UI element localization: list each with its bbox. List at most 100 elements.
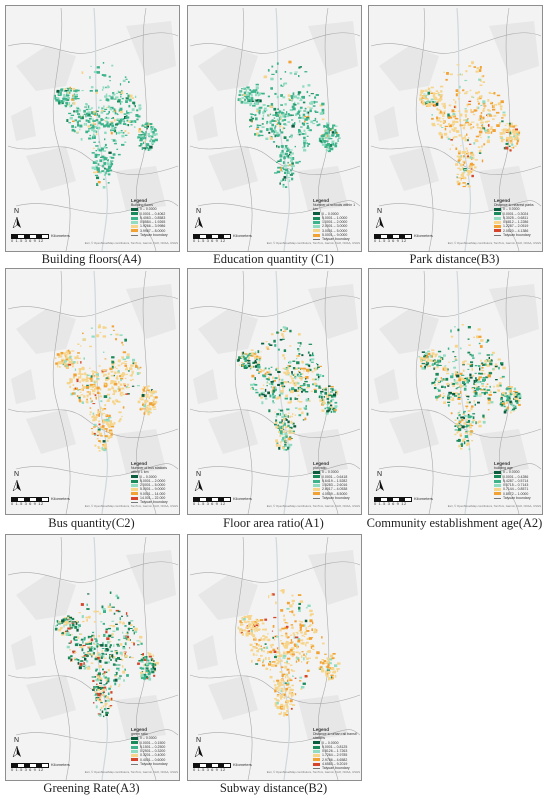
community-block xyxy=(301,651,304,653)
community-block xyxy=(283,693,286,696)
terrain-shade xyxy=(208,675,258,720)
community-block xyxy=(307,364,310,367)
community-block xyxy=(304,120,306,123)
community-block xyxy=(125,386,128,388)
community-block xyxy=(269,344,273,346)
community-block xyxy=(332,671,334,674)
community-block xyxy=(421,99,424,103)
community-block xyxy=(83,655,87,657)
community-block xyxy=(286,372,290,374)
community-block xyxy=(136,372,140,375)
legend-swatch xyxy=(494,212,501,216)
community-block xyxy=(66,92,68,95)
community-block xyxy=(315,94,319,96)
community-block xyxy=(82,385,86,389)
community-block xyxy=(326,657,328,660)
north-arrow-shape xyxy=(12,217,21,228)
community-block xyxy=(257,109,261,112)
community-block xyxy=(68,642,71,644)
community-block xyxy=(429,100,433,102)
community-block xyxy=(108,166,111,170)
community-block xyxy=(104,167,106,170)
community-block xyxy=(141,124,144,127)
community-block xyxy=(85,377,89,379)
community-block xyxy=(453,384,455,387)
community-block xyxy=(277,108,279,110)
community-block xyxy=(151,404,155,406)
community-block xyxy=(88,129,90,132)
community-block xyxy=(69,627,73,629)
community-block xyxy=(472,416,475,419)
community-block xyxy=(332,395,337,398)
community-block xyxy=(141,396,144,399)
community-block xyxy=(257,134,261,137)
community-block xyxy=(113,422,116,425)
community-block xyxy=(63,620,66,623)
community-block xyxy=(292,367,296,370)
community-block xyxy=(92,414,95,418)
community-block xyxy=(88,105,90,109)
community-block xyxy=(127,386,130,388)
legend-boundary-label: Taiyuan boundary xyxy=(503,496,531,501)
river xyxy=(456,270,472,514)
community-block xyxy=(109,609,113,612)
community-block xyxy=(279,695,284,698)
community-block xyxy=(444,110,446,112)
community-block xyxy=(57,620,59,623)
community-block xyxy=(244,357,248,359)
community-block xyxy=(65,633,69,636)
community-block xyxy=(474,384,477,386)
community-block xyxy=(127,627,130,631)
community-block xyxy=(283,614,285,617)
community-block xyxy=(277,396,281,399)
legend-swatch xyxy=(313,483,320,487)
community-block xyxy=(285,632,288,635)
community-block xyxy=(250,355,254,357)
community-block xyxy=(55,357,57,360)
community-block xyxy=(425,94,429,96)
community-block xyxy=(294,71,298,73)
community-block xyxy=(326,410,330,413)
north-label: N xyxy=(377,208,383,215)
community-block xyxy=(469,353,472,356)
community-block xyxy=(282,126,284,130)
community-block xyxy=(117,359,121,363)
legend-entry: 2.9786 – 4.6582 xyxy=(313,758,357,762)
community-block xyxy=(270,103,274,106)
community-block xyxy=(290,624,294,626)
community-block xyxy=(96,610,99,613)
community-block xyxy=(117,645,120,647)
community-block xyxy=(133,642,135,646)
map-canvas xyxy=(370,270,542,514)
panel-caption: Education quantity (C1) xyxy=(213,252,334,266)
community-block xyxy=(88,636,91,638)
community-block xyxy=(265,346,269,349)
community-block xyxy=(100,644,104,647)
community-block xyxy=(142,147,146,149)
district-boundary xyxy=(15,463,179,477)
community-block xyxy=(456,374,460,378)
community-block xyxy=(431,381,435,384)
community-block xyxy=(321,636,323,639)
community-block xyxy=(125,78,128,80)
community-block xyxy=(79,395,81,397)
community-block xyxy=(285,425,289,428)
community-block xyxy=(105,648,108,650)
community-block xyxy=(273,339,276,343)
community-block xyxy=(269,394,272,398)
community-block xyxy=(95,414,100,416)
community-block xyxy=(287,636,290,638)
community-block xyxy=(299,387,301,390)
community-block xyxy=(111,654,114,658)
community-block xyxy=(475,421,477,425)
community-block xyxy=(245,88,247,92)
community-block xyxy=(471,174,474,178)
community-block xyxy=(123,383,126,386)
north-label: N xyxy=(196,208,202,215)
community-block xyxy=(146,663,149,665)
community-block xyxy=(86,394,89,398)
community-block xyxy=(73,636,78,639)
community-block xyxy=(119,102,122,105)
community-block xyxy=(437,359,441,362)
community-block xyxy=(456,423,459,426)
